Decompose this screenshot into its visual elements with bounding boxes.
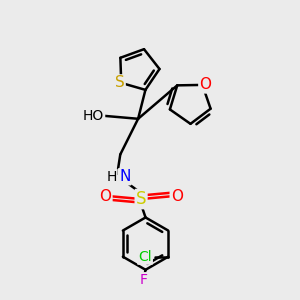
Text: N: N (119, 169, 130, 184)
Text: Cl: Cl (138, 250, 152, 264)
Text: O: O (200, 77, 211, 92)
Text: O: O (171, 189, 183, 204)
Text: F: F (140, 273, 148, 287)
Text: H: H (106, 170, 116, 184)
Text: S: S (136, 190, 146, 208)
Text: S: S (115, 75, 124, 90)
Text: O: O (99, 189, 111, 204)
Text: HO: HO (83, 109, 104, 123)
